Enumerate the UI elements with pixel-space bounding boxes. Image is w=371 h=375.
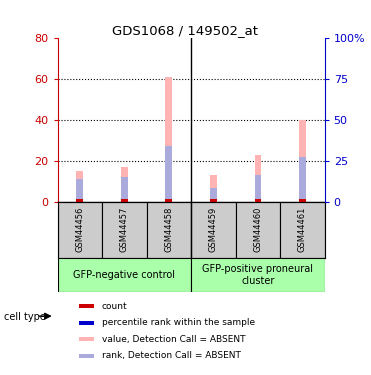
Bar	[299, 120, 306, 202]
Bar	[255, 175, 261, 202]
Bar	[165, 146, 172, 202]
Text: value, Detection Call = ABSENT: value, Detection Call = ABSENT	[102, 335, 245, 344]
Bar	[58, 258, 191, 292]
Text: GSM44459: GSM44459	[209, 206, 218, 252]
Bar	[147, 202, 191, 258]
Text: GDS1068 / 149502_at: GDS1068 / 149502_at	[112, 24, 259, 38]
Bar	[299, 157, 306, 202]
Bar	[210, 175, 217, 202]
Bar	[79, 338, 93, 341]
Bar	[58, 202, 102, 258]
Text: GSM44456: GSM44456	[75, 206, 84, 252]
Text: GFP-negative control: GFP-negative control	[73, 270, 175, 280]
Text: cell type: cell type	[4, 312, 46, 322]
Bar	[121, 167, 128, 202]
Bar	[79, 321, 93, 325]
Bar	[165, 76, 172, 202]
Bar	[191, 258, 325, 292]
Bar	[255, 199, 261, 202]
Bar	[76, 171, 83, 202]
Bar	[165, 199, 172, 202]
Bar	[299, 199, 306, 202]
Bar	[79, 354, 93, 358]
Text: GSM44460: GSM44460	[253, 206, 262, 252]
Bar	[210, 188, 217, 202]
Text: GFP-positive proneural
cluster: GFP-positive proneural cluster	[202, 264, 313, 286]
Bar	[121, 177, 128, 202]
Text: GSM44457: GSM44457	[120, 206, 129, 252]
Text: percentile rank within the sample: percentile rank within the sample	[102, 318, 255, 327]
Bar	[255, 154, 261, 202]
Text: count: count	[102, 302, 127, 311]
Bar	[79, 304, 93, 308]
Bar	[102, 202, 147, 258]
Text: GSM44461: GSM44461	[298, 206, 307, 252]
Text: rank, Detection Call = ABSENT: rank, Detection Call = ABSENT	[102, 351, 240, 360]
Bar	[236, 202, 280, 258]
Bar	[121, 199, 128, 202]
Bar	[191, 202, 236, 258]
Bar	[280, 202, 325, 258]
Bar	[76, 179, 83, 202]
Text: GSM44458: GSM44458	[164, 206, 173, 252]
Bar	[76, 199, 83, 202]
Bar	[210, 199, 217, 202]
